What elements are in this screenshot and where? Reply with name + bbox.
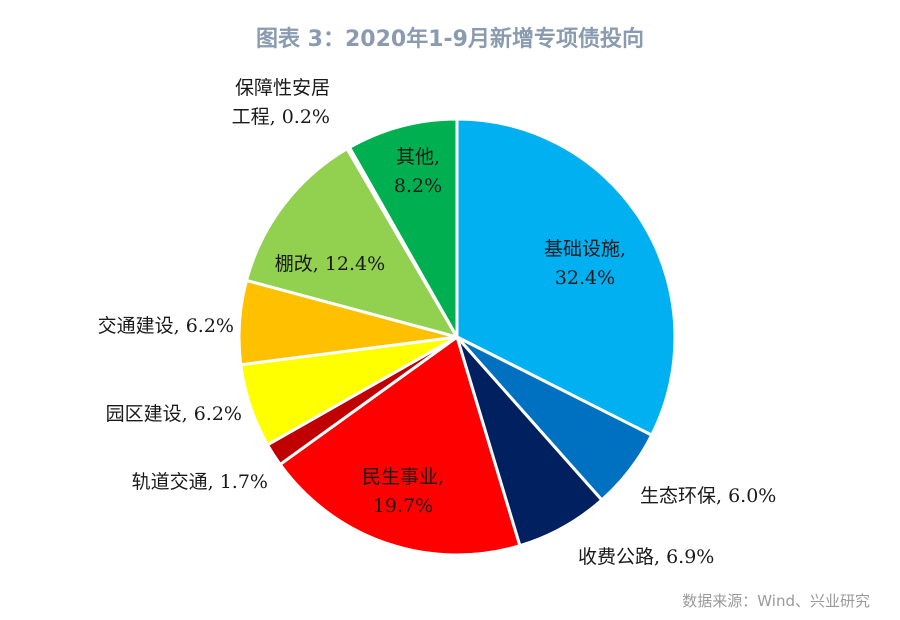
pie-labels: 基础设施, 32.4% 生态环保, 6.0% 收费公路, 6.9% 民生事业, 19.7%… — [98, 77, 777, 568]
slice-label-1: 基础设施, 32.4% — [544, 238, 626, 289]
slice-label-3: 收费公路, 6.9% — [578, 546, 714, 568]
slice-label-4: 民生事业, 19.7% — [362, 466, 444, 517]
pie-slice-8 — [244, 147, 459, 339]
slice-label-7: 交通建设, 6.2% — [98, 315, 234, 337]
slice-label-5: 轨道交通, 1.7% — [132, 471, 268, 493]
pie-slice-4 — [278, 335, 522, 557]
slice-label-2: 生态环保, 6.0% — [640, 485, 776, 507]
slice-label-6: 园区建设, 6.2% — [106, 403, 242, 425]
slice-label-9: 保障性安居工程, 0.2% — [232, 77, 330, 128]
slice-label-10: 其他, 8.2% — [394, 146, 442, 197]
chart-title: 图表 3：2020年1-9月新增专项债投向 — [256, 26, 644, 52]
source-note: 数据来源：Wind、兴业研究 — [682, 592, 870, 610]
pie-slice-10 — [347, 117, 459, 339]
slice-label-8: 棚改, 12.4% — [275, 253, 385, 275]
pie-slices — [237, 117, 677, 557]
pie-slice-1 — [455, 117, 677, 437]
